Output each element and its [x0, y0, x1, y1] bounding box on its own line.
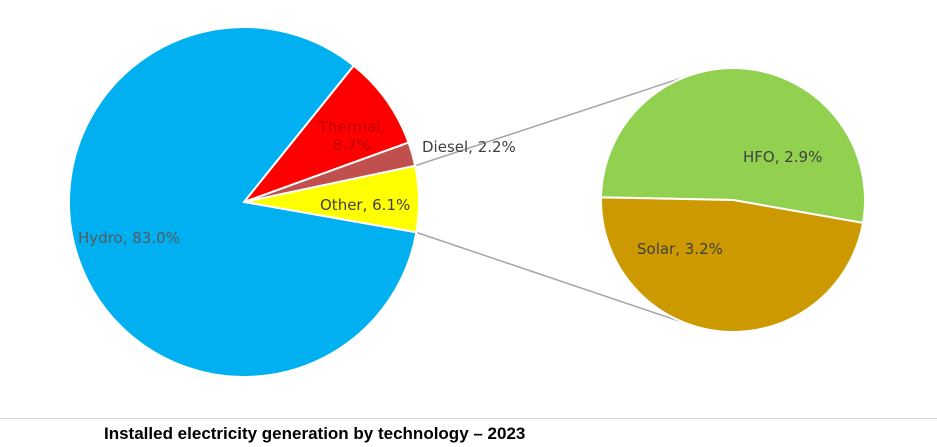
- secondary-pie: [600, 67, 866, 333]
- divider-line: [0, 418, 937, 419]
- connector-top: [414, 75, 689, 167]
- label-other: Other, 6.1%: [320, 196, 410, 214]
- slice-solar: [600, 67, 866, 225]
- slice-hfo: [600, 196, 865, 333]
- pie-of-pie-chart: Hydro, 83.0% Thermal, 8.7% Diesel, 2.2% Othe…: [68, 26, 866, 378]
- slice-labels: Hydro, 83.0% Thermal, 8.7% Diesel, 2.2% Othe…: [78, 118, 822, 258]
- slice-thermal: [240, 64, 410, 205]
- label-diesel: Diesel, 2.2%: [422, 138, 516, 156]
- connector-lines: [414, 75, 689, 325]
- connector-bottom: [416, 231, 689, 325]
- label-hfo: HFO, 2.9%: [743, 148, 822, 166]
- main-pie: [68, 26, 420, 378]
- label-thermal: Thermal, 8.7%: [318, 118, 386, 154]
- slice-hydro: [68, 26, 418, 378]
- label-solar: Solar, 3.2%: [637, 240, 723, 258]
- chart-caption: Installed electricity generation by tech…: [104, 424, 526, 443]
- label-hydro: Hydro, 83.0%: [78, 229, 180, 247]
